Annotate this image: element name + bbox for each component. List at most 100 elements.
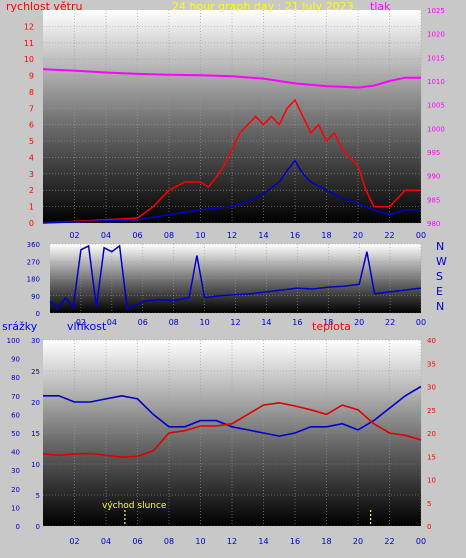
rain-tick-label: 40 [11,449,20,457]
time-tick-label: 10 [195,231,205,240]
time-tick-label: 04 [101,537,111,546]
rain-tick-label: 30 [11,467,20,475]
wind-pressure-panel: rychlost větru 24 hour graph day : 21 Ju… [6,0,445,240]
direction-axis-ticks: 0 90 180 270 360 [27,241,40,318]
time-tick-label: 02 [76,318,86,327]
time-tick-label: 08 [164,231,174,240]
rain-tick-label: 60 [11,411,20,419]
wind-series-line [42,68,421,89]
temperature-tick-label: 0 [427,523,431,531]
temperature-tick-label: 20 [427,430,436,438]
time-tick-label: 14 [258,537,268,546]
wind-series-line [42,159,421,224]
wind-tick-label: 9 [29,72,34,81]
time-tick-label: 22 [384,231,394,240]
temperature-tick-label: 10 [427,477,436,485]
pressure-tick-label: 990 [427,173,440,181]
time-tick-label: 02 [69,537,79,546]
time-tick-label: 14 [258,231,268,240]
time-tick-label: 06 [132,231,142,240]
compass-label: N [436,240,444,253]
humidity-axis-title: vlhkost [67,320,107,333]
wind-tick-label: 12 [24,22,34,31]
rain-tick-label: 0 [16,523,20,531]
time-tick-label: 14 [261,318,271,327]
time-tick-label: 18 [323,318,333,327]
rain-tick-label: 70 [11,393,20,401]
time-tick-label: 22 [385,318,395,327]
time-tick-label: 12 [227,537,237,546]
time-tick-label: 04 [101,231,111,240]
humidity-time-ticks: 02 04 06 08 10 12 14 16 18 20 22 00 [69,537,426,546]
humidity-axis-ticks: 0 5 10 15 20 25 30 [31,337,40,531]
time-tick-label: 20 [353,537,363,546]
compass-label: W [436,255,447,268]
pressure-tick-label: 995 [427,149,440,157]
wind-tick-label: 5 [29,137,34,146]
time-tick-label: 12 [230,318,240,327]
time-tick-label: 00 [416,537,426,546]
humidity-series-line [43,385,422,437]
time-tick-label: 18 [321,537,331,546]
direction-tick-label: 0 [36,310,40,318]
humidity-tick-label: 15 [31,430,40,438]
humidity-tick-label: 10 [31,461,40,469]
humidity-tick-label: 25 [31,368,40,376]
pressure-tick-label: 985 [427,196,440,204]
pressure-tick-label: 1015 [427,54,445,62]
wind-tick-label: 3 [29,170,34,179]
sunrise-label: východ slunce [102,501,167,511]
rain-tick-label: 10 [11,504,20,512]
time-tick-label: 08 [164,537,174,546]
time-tick-label: 22 [384,537,394,546]
wind-axis-title: rychlost větru [6,0,82,13]
temperature-tick-label: 40 [427,337,436,345]
time-tick-label: 20 [353,231,363,240]
temperature-axis-ticks: 0 5 10 15 20 25 30 35 40 [427,337,436,531]
rain-tick-label: 20 [11,486,20,494]
pressure-tick-label: 1020 [427,31,445,39]
time-tick-label: 00 [416,231,426,240]
rain-tick-label: 90 [11,356,20,364]
wind-tick-label: 6 [29,121,34,130]
temperature-tick-label: 25 [427,407,436,415]
pressure-tick-label: 1010 [427,78,445,86]
temperature-tick-label: 35 [427,360,436,368]
rain-tick-label: 100 [7,337,20,345]
rain-tick-label: 80 [11,374,20,382]
compass-label: N [436,300,444,313]
rain-tick-label: 50 [11,430,20,438]
wind-series [42,68,421,224]
direction-series [49,244,422,311]
humidity-series-line [42,401,422,459]
wind-tick-label: 0 [29,219,34,228]
pressure-axis-title: tlak [370,0,391,13]
humidity-tick-label: 20 [31,399,40,407]
time-tick-label: 18 [321,231,331,240]
time-tick-label: 12 [227,231,237,240]
wind-tick-label: 7 [29,104,34,113]
time-tick-label: 16 [290,537,300,546]
pressure-tick-label: 1005 [427,102,445,110]
temperature-tick-label: 15 [427,453,436,461]
time-tick-label: 06 [138,318,148,327]
humidity-series [42,385,422,526]
direction-tick-label: 270 [27,258,40,266]
time-tick-label: 04 [107,318,117,327]
wind-series-line [42,98,421,224]
time-tick-label: 10 [195,537,205,546]
humidity-tick-label: 5 [36,492,40,500]
direction-tick-label: 360 [27,241,40,249]
direction-time-ticks: 02 04 06 08 10 12 14 16 18 20 22 00 [76,318,426,327]
rain-axis-title: srážky [2,320,38,333]
pressure-tick-label: 1000 [427,125,445,133]
direction-grid [50,243,422,314]
temperature-axis-title: teplota [312,320,351,333]
wind-tick-label: 10 [24,55,34,64]
wind-time-ticks: 02 04 06 08 10 12 14 16 18 20 22 00 [69,231,426,240]
